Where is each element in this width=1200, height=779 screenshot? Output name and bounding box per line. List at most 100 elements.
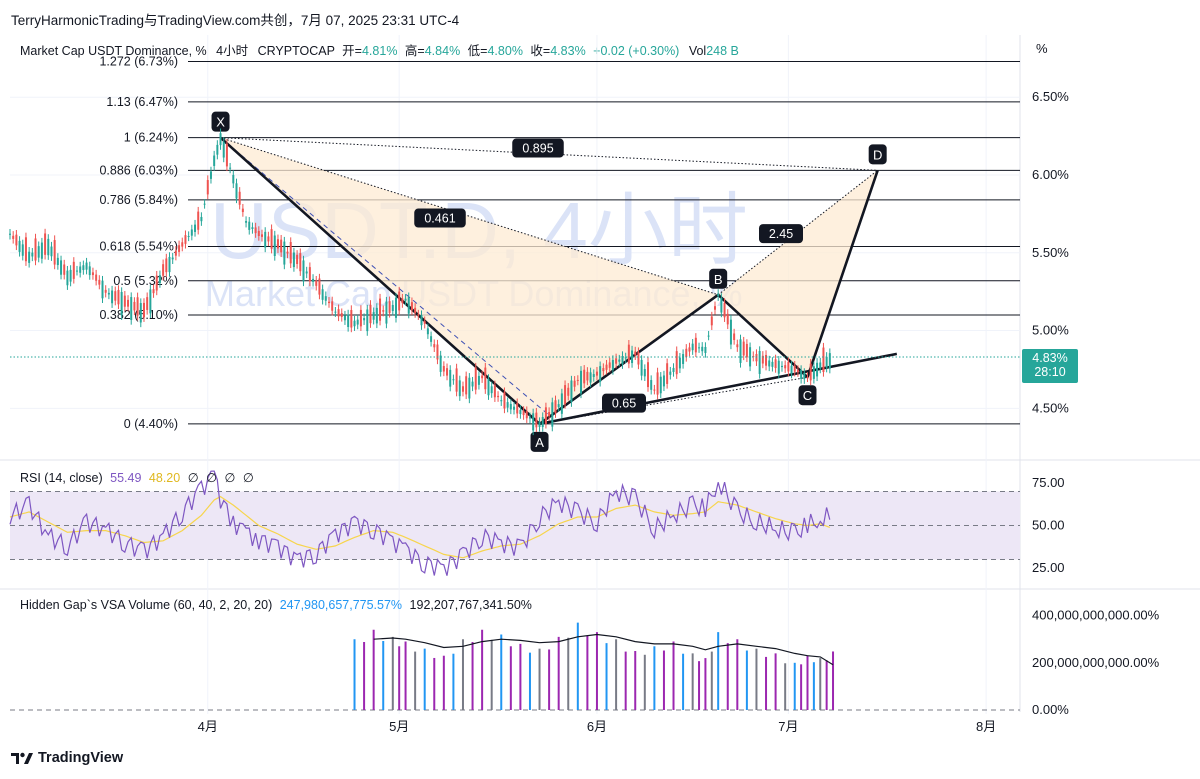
- candle-body: [458, 380, 461, 397]
- candle-body: [95, 274, 98, 281]
- rsi-title: RSI (14, close): [20, 471, 103, 485]
- candle-body: [312, 278, 315, 282]
- ratio-dotted-line: [717, 169, 878, 296]
- fib-level-label: 1 (6.24%): [124, 131, 178, 145]
- candle-body: [75, 270, 78, 272]
- ratio-dotted-line: [220, 137, 878, 171]
- candle-body: [315, 280, 318, 286]
- candle-body: [468, 377, 471, 399]
- candle-body: [595, 371, 598, 376]
- candle-body: [586, 371, 589, 381]
- candle-body: [181, 242, 184, 247]
- candle-body: [267, 236, 270, 242]
- candle-body: [755, 353, 758, 362]
- candle-body: [168, 256, 171, 273]
- ratio-label: 0.65: [612, 397, 636, 411]
- candle-body: [592, 374, 595, 377]
- candle-body: [142, 302, 145, 318]
- vol-value: 248 B: [706, 44, 739, 58]
- candle-body: [264, 231, 267, 248]
- candle-body: [717, 293, 720, 297]
- candle-body: [107, 292, 110, 295]
- candle-body: [439, 355, 442, 372]
- candle-body: [79, 266, 82, 273]
- rsi-empty-3: ∅: [224, 471, 236, 485]
- pattern-point-label: B: [714, 272, 723, 287]
- candle-body: [414, 307, 417, 314]
- candle-body: [659, 376, 662, 394]
- candle-body: [24, 237, 27, 262]
- rsi-empty-4: ∅: [242, 471, 254, 485]
- fib-level-label: 0.886 (6.03%): [99, 163, 178, 177]
- candle-body: [828, 353, 831, 369]
- fib-level-label: 0 (4.40%): [124, 417, 178, 431]
- volume-legend[interactable]: Hidden Gap`s VSA Volume (60, 40, 2, 20, …: [20, 598, 532, 612]
- candle-body: [337, 309, 340, 317]
- candle-body: [158, 275, 161, 284]
- candle-body: [155, 275, 158, 291]
- candle-body: [305, 271, 308, 274]
- candle-body: [388, 301, 391, 313]
- candle-body: [500, 400, 503, 402]
- candle-body: [761, 355, 764, 364]
- candle-body: [497, 395, 500, 398]
- candle-body: [12, 235, 15, 239]
- candle-body: [742, 341, 745, 356]
- candle-body: [688, 347, 691, 352]
- candle-body: [704, 346, 707, 353]
- candle-body: [442, 366, 445, 372]
- candle-body: [292, 252, 295, 268]
- candle-body: [69, 269, 72, 282]
- candle-body: [749, 347, 752, 367]
- candle-body: [564, 385, 567, 405]
- candle-body: [430, 336, 433, 342]
- candle-body: [238, 191, 241, 205]
- candle-body: [707, 335, 710, 337]
- candle-body: [548, 412, 551, 417]
- candle-body: [420, 315, 423, 326]
- candle-body: [91, 272, 94, 276]
- candle-body: [452, 379, 455, 381]
- candle-body: [481, 375, 484, 379]
- candle-body: [554, 400, 557, 414]
- candle-body: [340, 313, 343, 317]
- rsi-empty-1: ∅: [187, 471, 199, 485]
- x-tick-label: 6月: [587, 719, 607, 734]
- price-badge-countdown: 28:10: [1034, 365, 1066, 379]
- candle-body: [296, 254, 299, 264]
- candle-body: [350, 310, 353, 328]
- candle-body: [359, 309, 362, 327]
- candle-body: [184, 235, 187, 244]
- rsi-empty-2: ∅: [206, 471, 217, 485]
- candle-body: [720, 297, 723, 313]
- rsi-legend[interactable]: RSI (14, close) 55.49 48.20 ∅ ∅ ∅ ∅: [20, 470, 254, 485]
- candle-body: [53, 240, 56, 265]
- pattern-point-label: D: [873, 147, 882, 162]
- candle-body: [656, 372, 659, 395]
- candle-body: [513, 406, 516, 410]
- candle-body: [245, 221, 248, 223]
- candle-body: [605, 364, 608, 370]
- candle-body: [653, 389, 656, 391]
- candle-body: [15, 234, 18, 246]
- x-tick-label: 7月: [778, 719, 798, 734]
- candle-body: [219, 133, 222, 146]
- candle-body: [241, 208, 244, 213]
- pattern-point-badge: [211, 111, 230, 132]
- tradingview-logo[interactable]: TradingView: [10, 750, 123, 766]
- ratio-label: 0.895: [522, 142, 553, 156]
- exchange-label: CRYPTOCAP: [257, 44, 335, 58]
- candle-body: [608, 362, 611, 368]
- x-tick-label: 5月: [389, 719, 409, 734]
- fib-level-label: 0.382 (5.10%): [99, 308, 178, 322]
- symbol-title: Market Cap USDT Dominance, %: [20, 44, 207, 58]
- fib-level-label: 1.13 (6.47%): [106, 95, 178, 109]
- candle-body: [685, 348, 688, 357]
- candle-body: [50, 246, 53, 257]
- candle-body: [532, 413, 535, 431]
- pattern-point-badge: [530, 431, 549, 452]
- candle-body: [149, 289, 152, 314]
- axes: 4月 5月 6月 7月 8月 6.50% 6.00% 5.50% 5.00% 4.50% 75.00…: [198, 89, 1160, 734]
- symbol-legend[interactable]: Market Cap USDT Dominance, % 4小时 CRYPTOC…: [20, 40, 739, 59]
